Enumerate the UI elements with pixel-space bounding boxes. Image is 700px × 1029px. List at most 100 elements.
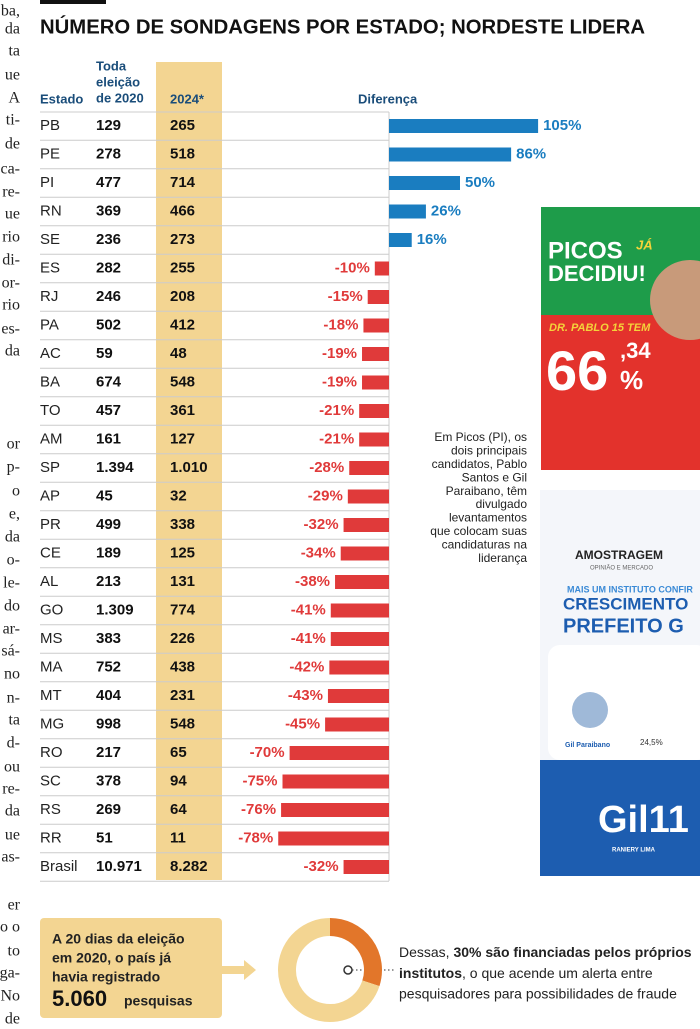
column-fragment: o- — [7, 552, 20, 569]
count-2024: 1.010 — [170, 459, 208, 476]
column-fragment: d- — [7, 735, 20, 752]
count-2020: 282 — [96, 259, 121, 276]
count-2020: 278 — [96, 145, 121, 162]
count-2024: 226 — [170, 630, 195, 647]
state: PE — [40, 145, 60, 162]
count-2024: 361 — [170, 402, 195, 419]
bar — [329, 660, 389, 675]
bar — [389, 204, 426, 219]
count-2024: 466 — [170, 202, 195, 219]
bar — [349, 461, 389, 475]
chart-title: NÚMERO DE SONDAGENS POR ESTADO; NORDESTE… — [40, 14, 645, 38]
column-fragment: rio — [2, 229, 20, 246]
ad-brand-sub: OPINIÃO E MERCADO — [590, 565, 653, 572]
count-2024: 518 — [170, 145, 195, 162]
note-text: Dessas, 30% são financiadas pelos própri… — [399, 944, 692, 960]
ad-person: Gil Paraibano — [565, 742, 610, 749]
value-label: -19% — [322, 345, 357, 362]
column-fragment: es- — [1, 321, 20, 338]
count-2024: 548 — [170, 715, 195, 732]
count-2020: 1.394 — [96, 459, 134, 476]
column-fragment: n- — [7, 690, 20, 707]
value-label: 105% — [543, 117, 581, 134]
note-text: , o que acende um alerta entre — [462, 965, 653, 981]
column-fragment: di- — [2, 252, 20, 269]
bar — [325, 717, 389, 732]
state: Brasil — [40, 858, 78, 875]
count-2024: 32 — [170, 487, 187, 504]
column-fragment: ar- — [3, 621, 20, 638]
state: RN — [40, 202, 62, 219]
header: 2024* — [170, 91, 205, 106]
column-fragment: ue — [5, 827, 20, 844]
value-label: -41% — [291, 601, 326, 618]
state: PB — [40, 117, 60, 134]
bar — [389, 119, 539, 133]
count-2020: 998 — [96, 715, 121, 732]
count-2020: 674 — [96, 373, 122, 390]
count-2020: 246 — [96, 288, 121, 305]
callout-text: havia registrado — [52, 969, 160, 985]
photo-caption: Paraibano, têm — [446, 484, 527, 498]
count-2024: 338 — [170, 516, 195, 533]
state: SE — [40, 231, 60, 248]
ad-picos: PICOS JÁ DECIDIU! DR. PABLO 15 TEM 66 ,3… — [541, 207, 700, 470]
bar — [330, 603, 389, 618]
ad-headline: PICOS — [548, 237, 623, 264]
ad-figure: 24,5% — [640, 738, 663, 747]
column-fragment: p- — [7, 459, 20, 476]
header: Toda — [96, 58, 127, 73]
state: PA — [40, 316, 59, 333]
count-2020: 457 — [96, 402, 121, 419]
ad-logo: Gil11 — [598, 799, 689, 841]
ad-vice: RANIERY LIMA — [612, 848, 656, 854]
count-2020: 1.309 — [96, 601, 134, 618]
count-2024: 774 — [170, 601, 196, 618]
state: GO — [40, 601, 63, 618]
donut-segment — [329, 918, 382, 987]
bar — [330, 632, 389, 646]
donut-segment — [278, 918, 380, 1022]
count-2024: 265 — [170, 117, 195, 134]
count-2024: 11 — [170, 829, 186, 846]
bar — [389, 147, 512, 162]
callout-text: em 2020, o país já — [52, 950, 171, 966]
column-fragment: rio — [2, 297, 20, 314]
count-2020: 369 — [96, 202, 121, 219]
count-2024: 231 — [170, 687, 195, 704]
value-label: -19% — [322, 373, 357, 390]
ad-sub: DR. PABLO 15 TEM — [549, 322, 651, 334]
column-fragment: re- — [2, 781, 20, 798]
note-text: pesquisadores para possibilidades de fra… — [399, 986, 677, 1002]
value-label: -10% — [335, 259, 370, 276]
ad-line: CRESCIMENTO — [563, 594, 688, 613]
count-2020: 236 — [96, 231, 121, 248]
value-label: 16% — [417, 231, 447, 248]
photo-caption: candidatos, Pablo — [432, 457, 528, 471]
photo-caption: Em Picos (PI), os — [434, 430, 527, 444]
count-2020: 45 — [96, 487, 113, 504]
state: AP — [40, 487, 60, 504]
photo-caption: levantamentos — [449, 511, 527, 525]
count-2024: 127 — [170, 430, 195, 447]
value-label: -15% — [328, 288, 363, 305]
ad-bg-red — [541, 315, 700, 470]
ad-big: ,34 — [620, 338, 651, 363]
state: RO — [40, 744, 63, 761]
count-2024: 412 — [170, 316, 195, 333]
callout-unit: pesquisas — [124, 993, 193, 1009]
column-fragment: ue — [5, 67, 20, 84]
column-fragment: or- — [2, 275, 20, 292]
column-fragment: da — [5, 21, 20, 38]
count-2020: 189 — [96, 544, 121, 561]
note-text: Dessas, — [399, 944, 453, 960]
ad-amostragem: AMOSTRAGEM OPINIÃO E MERCADO MAIS UM INS… — [540, 490, 700, 876]
count-2020: 51 — [96, 829, 113, 846]
count-2020: 161 — [96, 430, 121, 447]
state: RS — [40, 801, 61, 818]
column-fragment: A — [8, 90, 20, 107]
bar — [359, 404, 389, 418]
value-label: -41% — [291, 630, 326, 647]
state: AL — [40, 573, 58, 590]
count-2020: 59 — [96, 345, 113, 362]
